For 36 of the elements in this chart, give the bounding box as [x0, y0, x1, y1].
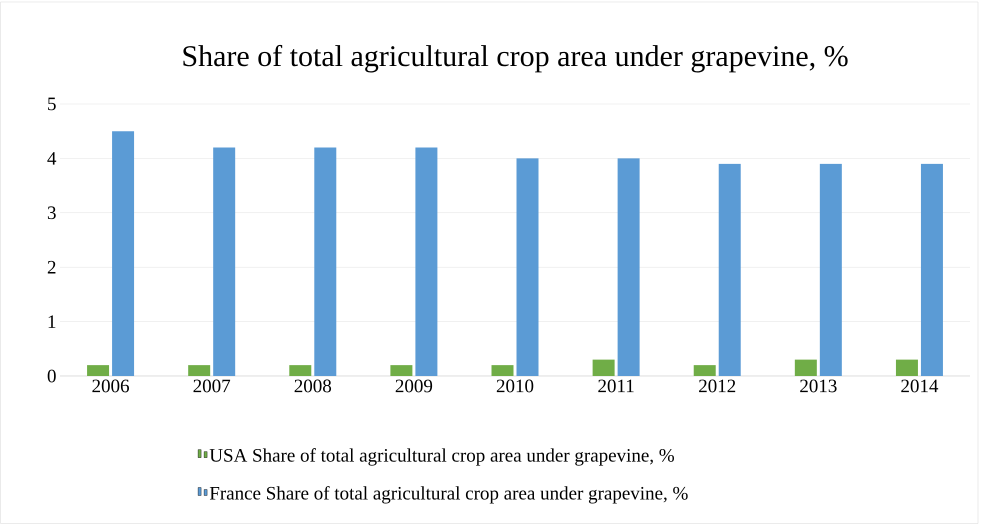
legend-label: France Share of total agricultural crop area under grapevine, % [210, 486, 688, 504]
bar [592, 360, 615, 376]
bar [516, 158, 539, 376]
bar [213, 148, 236, 376]
bar [896, 360, 918, 376]
x-tick-label: 2007 [194, 380, 230, 392]
x-tick-label: 2013 [800, 380, 837, 392]
chart-title: Share of total agricultural crop area under grapevine, % [183, 44, 848, 72]
x-tick-label: 2010 [496, 380, 534, 392]
bar [390, 365, 412, 376]
bar [920, 164, 943, 376]
x-tick-label: 2009 [396, 380, 432, 392]
y-tick-label: 2 [48, 260, 56, 274]
x-tick-label: 2011 [598, 380, 634, 392]
bar [820, 164, 842, 376]
bar [289, 365, 312, 376]
y-tick-label: 4 [47, 152, 56, 165]
bar [718, 164, 741, 376]
x-tick-label: 2006 [92, 380, 129, 392]
y-tick-label: 5 [48, 98, 56, 110]
bar [415, 148, 438, 376]
x-tick-label: 2014 [901, 380, 938, 392]
bar [694, 365, 716, 376]
y-tick-label: 0 [48, 370, 56, 382]
bar [87, 365, 110, 376]
y-tick-label: 3 [48, 206, 56, 220]
legend-label: USA Share of total agricultural crop area under grapevine, % [210, 448, 674, 466]
bar [492, 365, 514, 376]
y-tick-label: 1 [48, 315, 56, 328]
x-tick-label: 2008 [294, 380, 332, 392]
bar [794, 360, 817, 376]
bar [188, 365, 210, 376]
bar [112, 131, 134, 376]
x-tick-label: 2012 [699, 380, 736, 392]
bar [314, 148, 336, 376]
bar [618, 158, 640, 376]
